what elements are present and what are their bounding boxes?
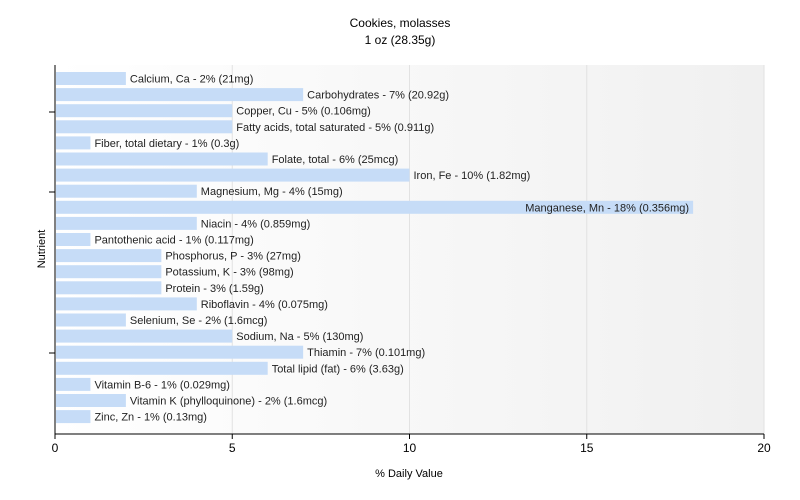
bar-label: Niacin - 4% (0.859mg)	[201, 218, 310, 230]
bar-labels: Calcium, Ca - 2% (21mg) Carbohydrates - 7…	[94, 74, 689, 424]
bar-label: Pantothenic acid - 1% (0.117mg)	[94, 235, 253, 247]
bar-label: Iron, Fe - 10% (1.82mg)	[414, 170, 531, 182]
bar	[56, 410, 91, 424]
x-ticks: 0 5 10 15 20	[52, 434, 771, 455]
x-tick-label: 15	[580, 441, 594, 455]
chart-title: Cookies, molasses	[349, 16, 451, 30]
bar	[56, 184, 197, 198]
bar-label: Potassium, K - 3% (98mg)	[165, 267, 293, 279]
x-tick-label: 0	[52, 441, 59, 455]
bar-label: Protein - 3% (1.59g)	[165, 283, 263, 295]
bar-label: Phosphorus, P - 3% (27mg)	[165, 251, 301, 263]
bar-label: Calcium, Ca - 2% (21mg)	[130, 74, 253, 86]
bar-label: Fatty acids, total saturated - 5% (0.911…	[236, 122, 434, 134]
bar	[56, 120, 233, 134]
bar-label: Fiber, total dietary - 1% (0.3g)	[94, 138, 239, 150]
bar-label: Magnesium, Mg - 4% (15mg)	[201, 186, 343, 198]
bars	[56, 72, 694, 424]
bar	[56, 329, 233, 343]
bar	[56, 297, 197, 311]
bar-label: Vitamin B-6 - 1% (0.029mg)	[94, 379, 230, 391]
bar	[56, 249, 162, 263]
x-tick-label: 5	[229, 441, 236, 455]
bar-label: Vitamin K (phylloquinone) - 2% (1.6mcg)	[130, 396, 327, 408]
bar	[56, 88, 304, 102]
bar	[56, 394, 126, 407]
bar	[56, 313, 126, 327]
bar-label: Riboflavin - 4% (0.075mg)	[201, 299, 328, 311]
bar-label: Total lipid (fat) - 6% (3.63g)	[272, 363, 404, 375]
bar-label: Folate, total - 6% (25mcg)	[272, 154, 399, 166]
x-tick-label: 20	[757, 441, 771, 455]
bar-label: Carbohydrates - 7% (20.92g)	[307, 90, 449, 102]
bar	[56, 361, 268, 375]
bar-label: Copper, Cu - 5% (0.106mg)	[236, 106, 371, 118]
bar	[56, 136, 91, 150]
x-axis-label: % Daily Value	[375, 468, 443, 480]
chart-subtitle: 1 oz (28.35g)	[364, 33, 436, 47]
bar	[56, 281, 162, 295]
bar	[56, 216, 197, 230]
bar	[56, 200, 694, 214]
bar	[56, 152, 268, 166]
bar	[56, 72, 126, 85]
bar-label: Sodium, Na - 5% (130mg)	[236, 331, 363, 343]
bar	[56, 345, 304, 359]
bar-label: Selenium, Se - 2% (1.6mcg)	[130, 315, 268, 327]
bar	[56, 265, 162, 279]
x-tick-label: 10	[403, 441, 417, 455]
bar-label: Thiamin - 7% (0.101mg)	[307, 347, 425, 359]
bar-label: Zinc, Zn - 1% (0.13mg)	[94, 412, 206, 424]
bar-label: Manganese, Mn - 18% (0.356mg)	[525, 202, 689, 214]
bar	[56, 233, 91, 246]
bar	[56, 168, 410, 182]
bar	[56, 104, 233, 118]
bar	[56, 377, 91, 391]
y-axis-label: Nutrient	[36, 230, 48, 269]
